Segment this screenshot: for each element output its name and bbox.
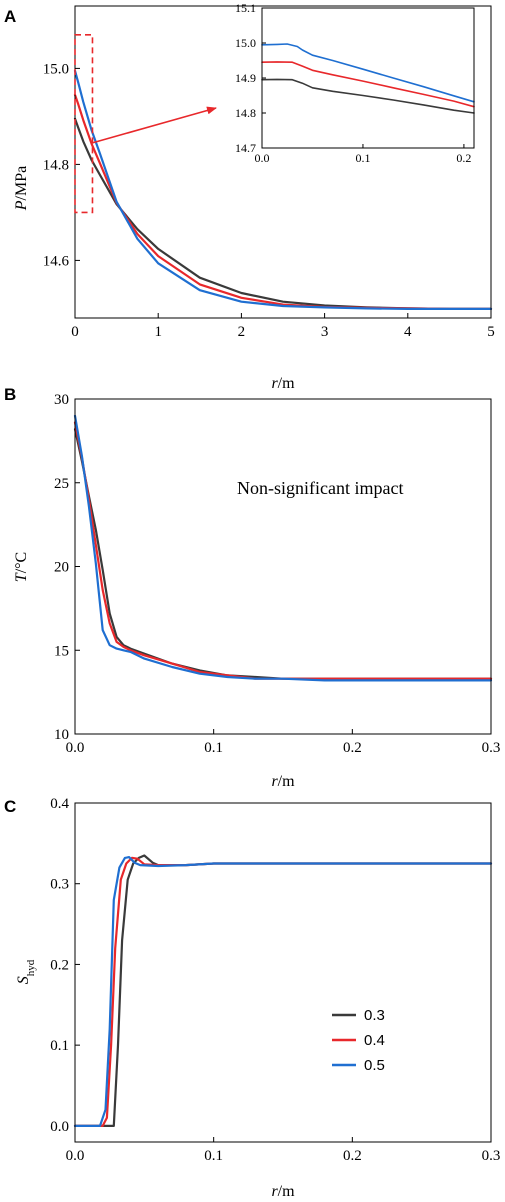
y-tick-label: 14.6 (43, 253, 70, 269)
x-tick-label: 0.1 (204, 740, 223, 756)
legend-label-0.5: 0.5 (364, 1057, 385, 1074)
x-tick-label: 5 (487, 324, 495, 340)
x-tick-label: 0.2 (456, 151, 471, 165)
panel-c-series (73, 854, 493, 1128)
series-line-0.3 (261, 78, 475, 114)
y-tick-label: 14.8 (43, 157, 69, 173)
panel-c-ylabel: Shyd (15, 959, 37, 984)
legend: 0.3 0.4 0.5 (332, 1007, 385, 1074)
series-line-0.5 (261, 43, 475, 103)
x-tick-label: 0.1 (355, 151, 370, 165)
panel-c-ticks: 0.0 0.1 0.2 0.3 0.0 0.1 0.2 0.3 0.4 (50, 796, 500, 1164)
x-tick-label: 0.3 (482, 1148, 501, 1164)
series-line-0.4 (261, 61, 475, 108)
series-line-0.3 (73, 854, 493, 1128)
x-tick-label: 4 (404, 324, 412, 340)
panel-c: C 0.0 0.1 0.2 0.3 0.0 0.1 0.2 0.3 0.4 Shyd r/m 0… (4, 796, 500, 1200)
x-tick-label: 1 (154, 324, 162, 340)
y-tick-label: 15 (54, 643, 69, 659)
panel-a-label: A (4, 7, 16, 26)
legend-label-0.3: 0.3 (364, 1007, 385, 1024)
panel-a-xlabel: r/m (271, 375, 295, 392)
y-tick-label: 10 (54, 727, 69, 743)
series-line-0.4 (73, 856, 493, 1128)
panel-b-xlabel: r/m (271, 773, 295, 790)
x-tick-label: 0.2 (343, 740, 362, 756)
x-tick-label: 0.0 (66, 740, 85, 756)
y-tick-label: 25 (54, 476, 69, 492)
panel-b-series (73, 414, 493, 682)
y-tick-label: 14.7 (235, 141, 256, 155)
panel-a-inset: 0.0 0.1 0.2 14.7 14.8 14.9 15.0 15.1 (235, 1, 475, 165)
panel-b-ticks: 0.0 0.1 0.2 0.3 10 15 20 25 30 (54, 392, 500, 756)
x-tick-label: 3 (321, 324, 329, 340)
panel-b-label: B (4, 385, 16, 404)
panel-b: B 0.0 0.1 0.2 0.3 10 15 20 25 30 T/°C r/m Non-si… (4, 385, 500, 790)
x-tick-label: 0.0 (255, 151, 270, 165)
x-tick-label: 2 (238, 324, 246, 340)
panel-a-series (73, 69, 493, 310)
panel-c-axes-frame (74, 802, 492, 1143)
y-tick-label: 20 (54, 560, 69, 576)
y-tick-label: 15.1 (235, 1, 256, 15)
inset-axes-frame (261, 7, 475, 149)
y-tick-label: 15.0 (235, 36, 256, 50)
x-tick-label: 0.0 (66, 1148, 85, 1164)
panel-b-annotation: Non-significant impact (237, 478, 403, 498)
inset-background (262, 8, 474, 148)
y-tick-label: 15.0 (43, 61, 69, 77)
y-tick-label: 14.8 (235, 106, 256, 120)
panel-b-axes-frame (74, 398, 492, 735)
y-tick-label: 0.3 (50, 877, 69, 893)
panel-c-label: C (4, 797, 16, 816)
y-tick-label: 30 (54, 392, 69, 408)
legend-label-0.4: 0.4 (364, 1032, 385, 1049)
y-tick-label: 0.1 (50, 1038, 69, 1054)
panel-a-ylabel: P/MPa (13, 166, 30, 211)
series-line-0.5 (73, 69, 493, 310)
x-tick-label: 0.3 (482, 740, 501, 756)
series-line-0.4 (73, 421, 493, 680)
inset-ticks: 0.0 0.1 0.2 14.7 14.8 14.9 15.0 15.1 (235, 1, 471, 165)
y-tick-label: 0.0 (50, 1119, 69, 1135)
series-line-0.5 (73, 414, 493, 682)
panel-b-ylabel: T/°C (13, 552, 30, 582)
inset-series (261, 43, 475, 114)
zoom-arrow (91, 106, 217, 144)
panel-a-ticks: 0 1 2 3 4 5 14.6 14.8 15.0 (43, 61, 495, 340)
x-tick-label: 0 (71, 324, 79, 340)
y-tick-label: 14.9 (235, 71, 256, 85)
panel-a: A 0 1 2 3 4 5 14.6 14.8 15.0 P/MPa r/m 0.0 0.1 0.2… (4, 1, 495, 392)
y-tick-label: 0.4 (50, 796, 69, 812)
zoom-highlight-box (74, 33, 94, 214)
y-tick-label: 0.2 (50, 957, 69, 973)
series-line-0.3 (73, 428, 493, 680)
x-tick-label: 0.2 (343, 1148, 362, 1164)
series-line-0.5 (73, 855, 493, 1128)
panel-c-xlabel: r/m (271, 1183, 295, 1200)
x-tick-label: 0.1 (204, 1148, 223, 1164)
